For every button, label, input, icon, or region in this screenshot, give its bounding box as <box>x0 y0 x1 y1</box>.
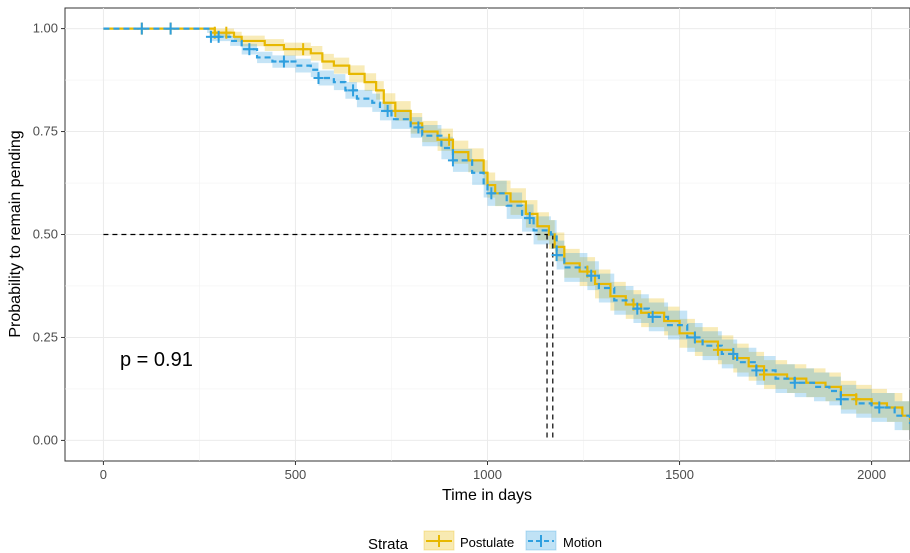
legend-title: Strata <box>368 536 409 553</box>
x-tick-label: 0 <box>100 467 107 482</box>
y-tick-label: 0.00 <box>33 432 58 447</box>
y-tick-label: 0.75 <box>33 124 58 139</box>
y-axis-title: Probability to remain pending <box>7 130 24 337</box>
legend-label-postulate: Postulate <box>460 535 514 550</box>
x-tick-label: 1000 <box>473 467 502 482</box>
x-tick-label: 500 <box>285 467 307 482</box>
legend-key-motion <box>525 530 557 551</box>
x-axis-title: Time in days <box>442 487 532 504</box>
legend-key-postulate <box>423 530 455 551</box>
y-tick-label: 0.25 <box>33 329 58 344</box>
x-tick-label: 2000 <box>857 467 886 482</box>
median-lines <box>103 233 554 441</box>
y-tick-label: 1.00 <box>33 21 58 36</box>
confidence-band-postulate <box>103 28 910 435</box>
p-value-annotation: p = 0.91 <box>120 349 193 371</box>
confidence-band-motion <box>103 28 910 439</box>
axes: 0 500 1000 1500 2000 0.00 0.25 0.50 0.75 1.00 <box>33 21 886 482</box>
censor-marks <box>136 22 885 414</box>
legend: Strata Postulate Motion <box>368 530 602 553</box>
legend-label-motion: Motion <box>563 535 602 550</box>
confidence-bands <box>103 28 910 439</box>
x-tick-label: 1500 <box>665 467 694 482</box>
y-tick-label: 0.50 <box>33 227 58 242</box>
